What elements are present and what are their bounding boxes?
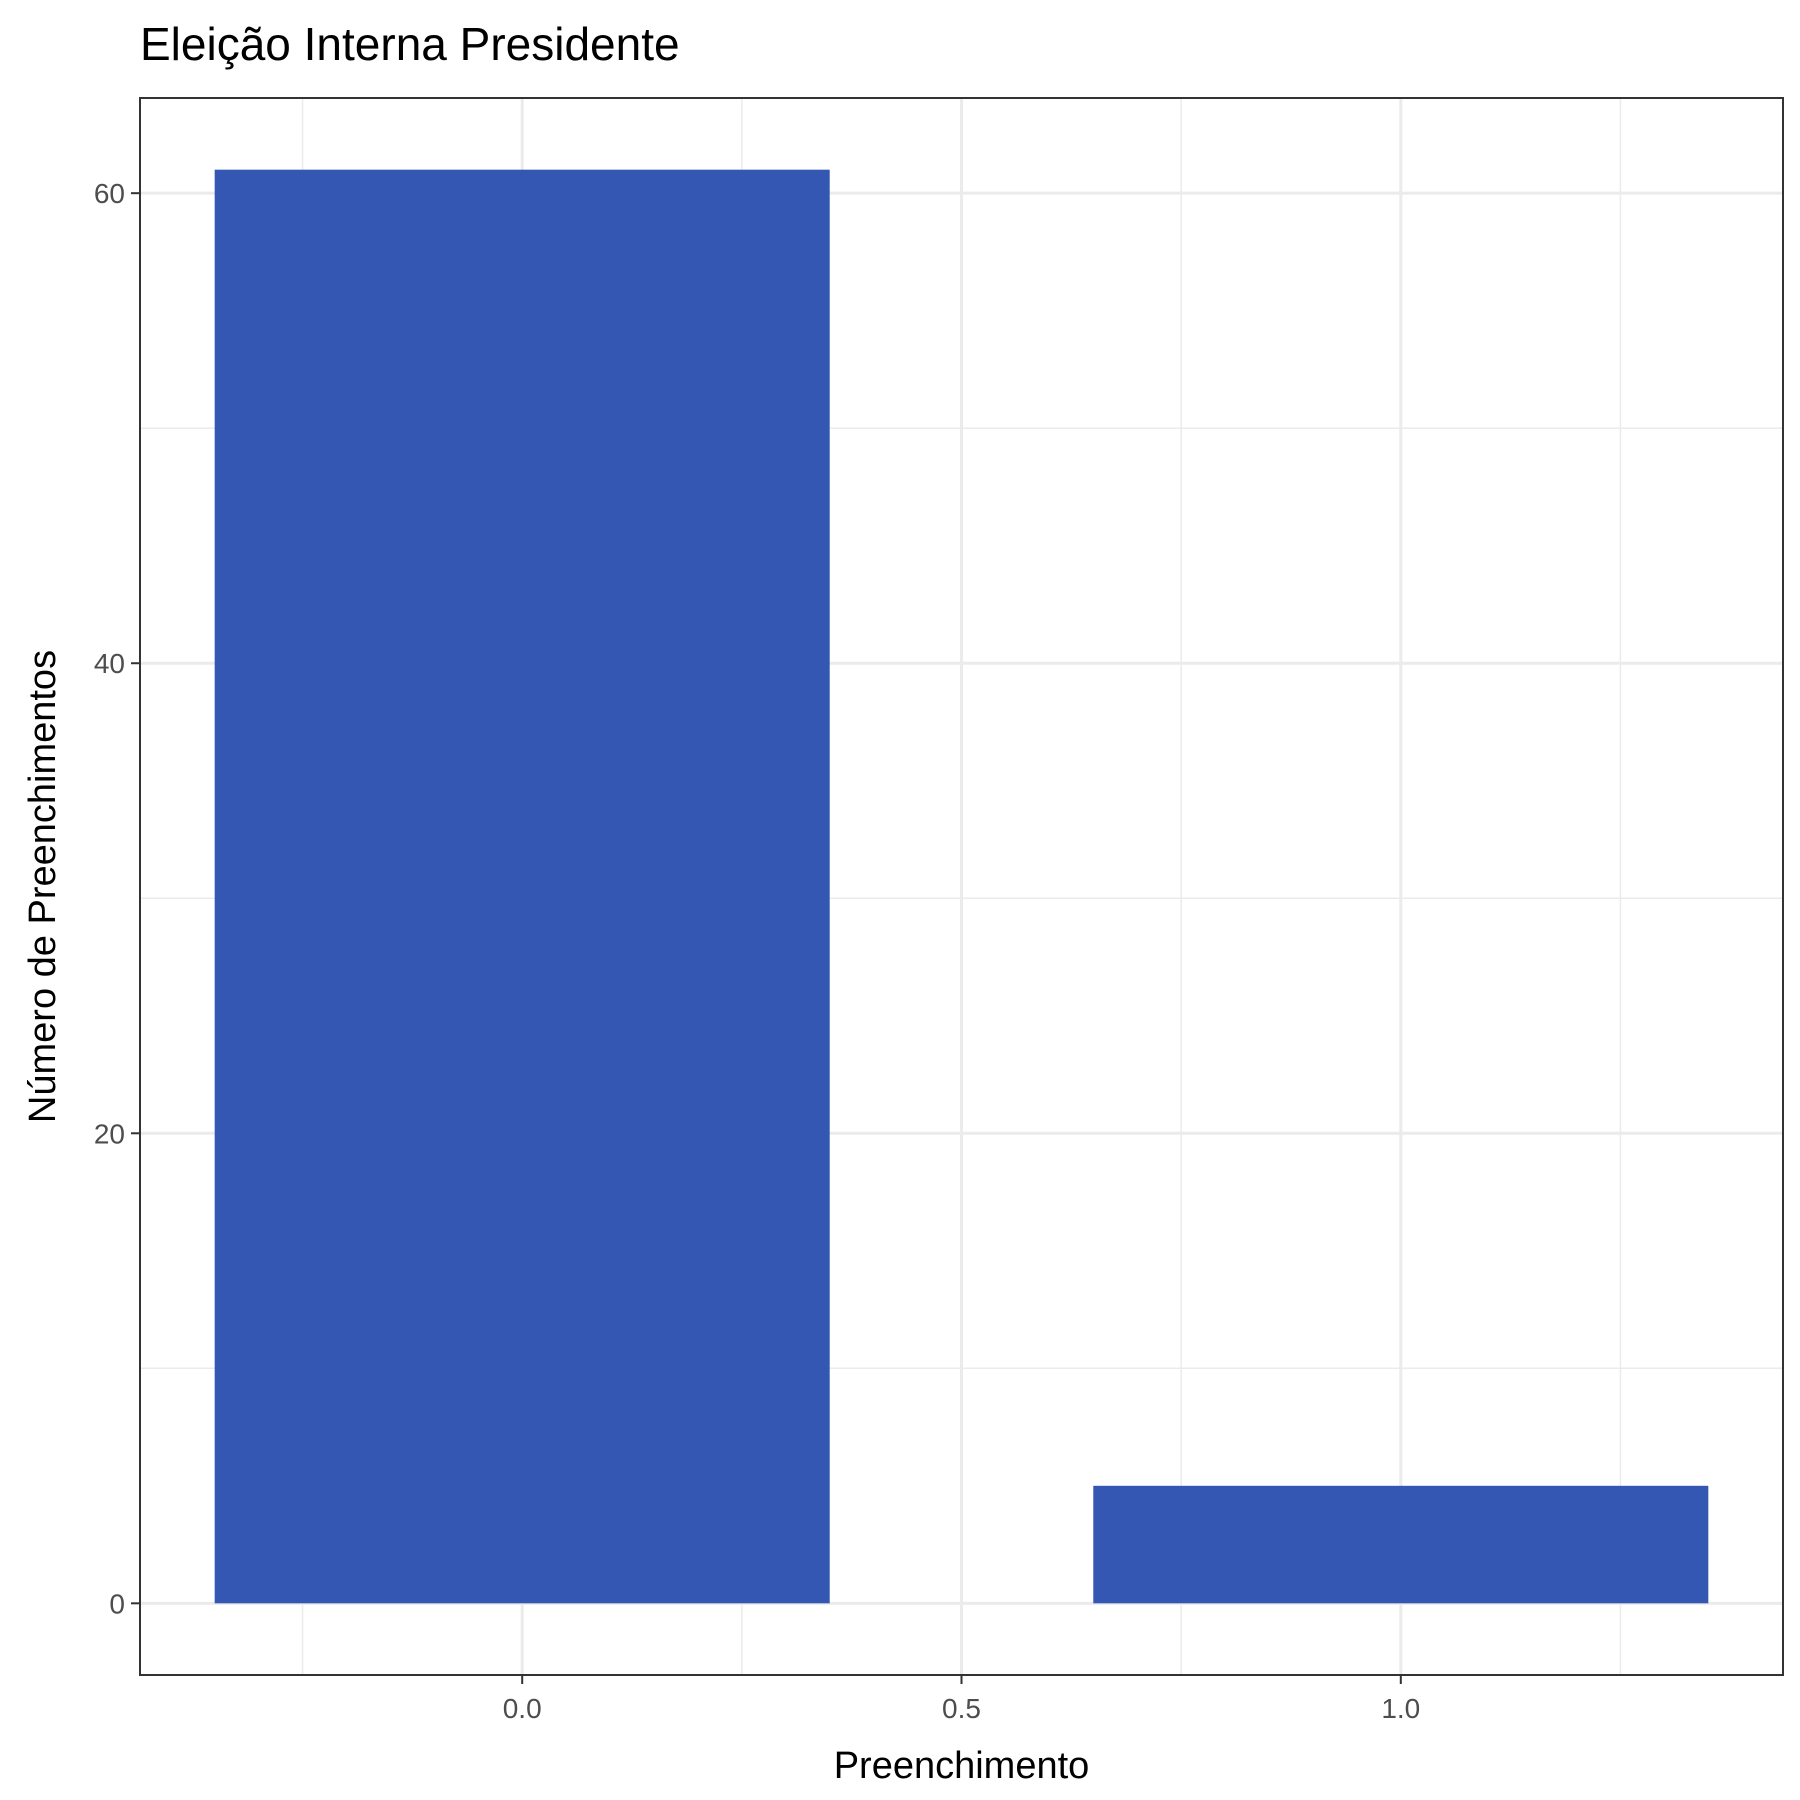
- y-tick-label: 40: [94, 648, 125, 679]
- bar-0: [214, 169, 830, 1604]
- y-tick-label: 0: [109, 1588, 125, 1619]
- x-axis-ticks: 0.0 0.5 1.0: [503, 1675, 1420, 1724]
- x-axis-label: Preenchimento: [834, 1745, 1090, 1787]
- y-axis-ticks: 0 20 40 60: [94, 178, 140, 1619]
- x-tick-label: 1.0: [1381, 1693, 1420, 1724]
- bar-1: [1093, 1485, 1709, 1604]
- y-tick-label: 20: [94, 1118, 125, 1149]
- chart-title: Eleição Interna Presidente: [140, 18, 680, 70]
- bars: [214, 169, 1709, 1604]
- y-tick-label: 60: [94, 178, 125, 209]
- x-tick-label: 0.5: [942, 1693, 981, 1724]
- x-tick-label: 0.0: [503, 1693, 542, 1724]
- y-axis-label: Número de Preenchimentos: [22, 650, 64, 1123]
